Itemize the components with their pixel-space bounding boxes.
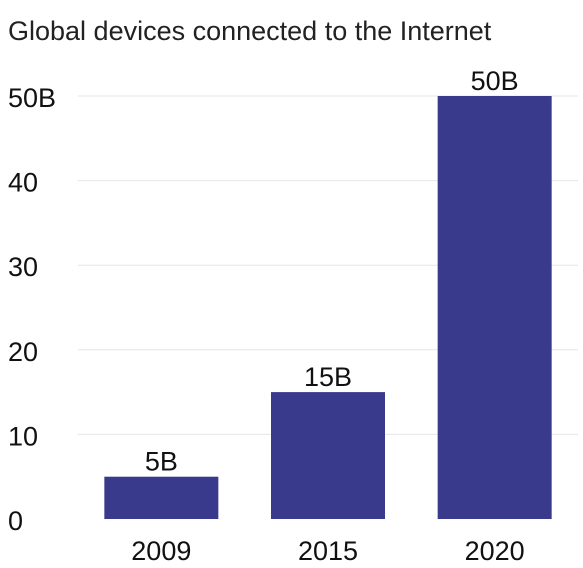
x-tick-label-2020: 2020 <box>465 536 525 566</box>
y-tick-label: 0 <box>8 506 23 536</box>
x-tick-label-2015: 2015 <box>298 536 358 566</box>
x-axis-ticks: 2009 2015 2020 <box>131 536 524 566</box>
y-tick-label: 30 <box>8 252 38 282</box>
bar-2009 <box>104 477 218 519</box>
bar-2020 <box>438 96 552 519</box>
y-axis-ticks: 0 10 20 30 40 50B <box>8 83 56 536</box>
y-tick-label: 10 <box>8 421 38 451</box>
y-tick-label: 40 <box>8 168 38 198</box>
data-label-2009: 5B <box>145 447 178 477</box>
x-tick-label-2009: 2009 <box>131 536 191 566</box>
data-label-2020: 50B <box>471 66 519 96</box>
bar-2015 <box>271 392 385 519</box>
y-tick-label: 50B <box>8 83 56 113</box>
data-label-2015: 15B <box>304 362 352 392</box>
y-tick-label: 20 <box>8 337 38 367</box>
